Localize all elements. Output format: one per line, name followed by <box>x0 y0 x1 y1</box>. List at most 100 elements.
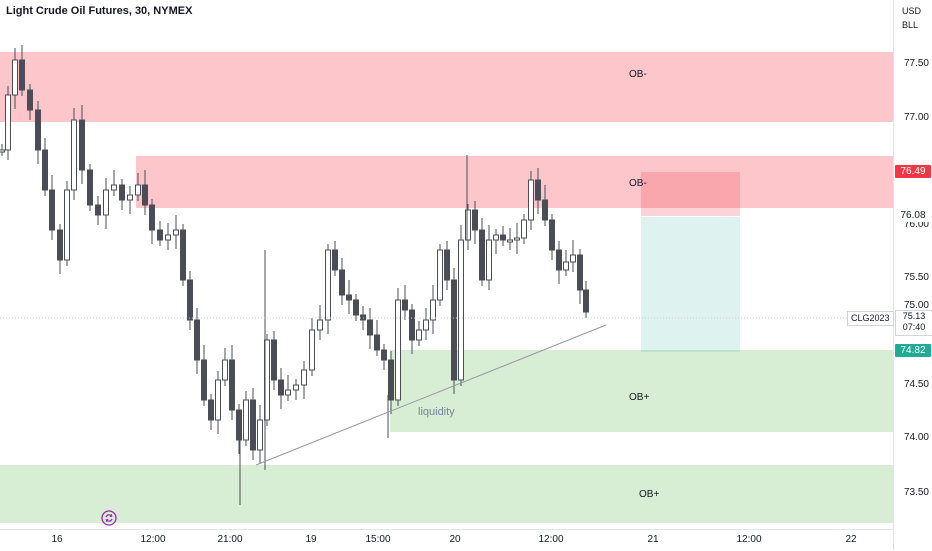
candle-body <box>127 194 133 201</box>
price-tick: 74.50 <box>903 379 929 390</box>
ob-minus-mid-label: OB- <box>629 178 647 189</box>
candle-body <box>257 419 263 451</box>
ob-plus-mid-label: OB+ <box>629 392 650 403</box>
price-tick: 77.00 <box>903 112 929 123</box>
trendline <box>255 324 607 466</box>
symbol-tag: CLG2023 <box>847 311 894 326</box>
time-tick: 21 <box>647 534 659 545</box>
time-tick: 19 <box>305 534 317 545</box>
chart-area[interactable]: OB- OB- OB+ OB+ liquidity Light Crude Oi… <box>0 0 893 529</box>
candle-body <box>222 359 228 381</box>
ob-plus-bottom-label: OB+ <box>639 489 660 500</box>
candle-body <box>507 239 513 243</box>
target-price-tag: 74.82 <box>895 344 931 357</box>
time-tick: 12:00 <box>736 534 762 545</box>
time-tick: 22 <box>845 534 857 545</box>
ob-minus-top-zone[interactable] <box>0 52 893 122</box>
candle-body <box>493 234 499 241</box>
liquidity-label: liquidity <box>418 406 455 418</box>
price-axis[interactable]: USD BLL 77.50 77.00 76.00 75.50 75.00 74… <box>847 0 932 550</box>
candle-body <box>27 89 33 111</box>
ob-minus-mid-zone[interactable] <box>136 156 893 208</box>
candle-body <box>57 229 63 261</box>
candle-body <box>271 339 277 381</box>
candle-body <box>208 399 214 421</box>
candle-body <box>35 109 41 151</box>
time-tick: 12:00 <box>140 534 166 545</box>
candle-body <box>444 249 450 281</box>
entry-price-tag: 76.08 <box>895 209 931 222</box>
time-tick: 16 <box>51 534 63 545</box>
price-tick: 73.50 <box>903 487 929 498</box>
current-price: 75.13 <box>902 311 926 321</box>
candle-body <box>5 94 11 151</box>
price-tick: 77.50 <box>903 58 929 69</box>
replay-icon[interactable] <box>101 510 117 526</box>
candle-body <box>215 379 221 421</box>
candle-body <box>201 359 207 401</box>
chart-title: Light Crude Oil Futures, 30, NYMEX <box>6 5 193 17</box>
candle-body <box>346 294 352 301</box>
time-tick: 20 <box>449 534 461 545</box>
candle-body <box>95 204 101 216</box>
position-target-zone[interactable] <box>641 216 740 352</box>
time-tick: 21:00 <box>217 534 243 545</box>
candle-body <box>194 319 200 361</box>
candle-body <box>293 384 299 391</box>
candle-body <box>367 319 373 336</box>
candle-body <box>157 229 163 241</box>
ob-plus-mid-zone[interactable] <box>390 350 893 432</box>
candle-body <box>549 219 555 251</box>
candle-body <box>79 119 85 171</box>
time-axis[interactable]: 16 12:00 21:00 19 15:00 20 12:00 21 12:0… <box>0 529 893 551</box>
current-price-tag: 75.13 07:40 <box>895 310 932 336</box>
candle-body <box>430 299 436 321</box>
candle-body <box>583 289 589 313</box>
candle-body <box>49 189 55 231</box>
ob-plus-bottom-zone[interactable] <box>0 465 893 523</box>
candle-body <box>111 184 117 191</box>
candle-body <box>521 219 527 239</box>
candle-body <box>395 299 401 401</box>
candle-body <box>285 389 291 396</box>
candle-body <box>381 349 387 361</box>
stop-price-tag: 76.49 <box>895 165 931 178</box>
candle-body <box>528 179 534 221</box>
candle-body <box>374 334 380 351</box>
candle-body <box>278 379 284 396</box>
candle-body <box>187 279 193 321</box>
time-tick: 15:00 <box>365 534 391 545</box>
ob-minus-top-label: OB- <box>629 69 647 80</box>
candle-body <box>535 179 541 201</box>
price-tick: 75.00 <box>903 300 929 311</box>
price-candles <box>0 45 893 505</box>
candle-body <box>301 369 307 386</box>
candle-body <box>173 229 179 236</box>
position-stop-zone[interactable] <box>641 172 740 216</box>
candle-body <box>165 234 171 241</box>
candle-body <box>19 59 25 91</box>
candle-body <box>180 229 186 281</box>
price-tick: 74.00 <box>903 432 929 443</box>
candle-body <box>325 249 331 321</box>
candle-body <box>142 184 148 206</box>
candle-body <box>71 119 77 191</box>
time-tick: 12:00 <box>538 534 564 545</box>
price-tick: 75.50 <box>903 272 929 283</box>
unit-label: BLL <box>902 20 919 30</box>
price-tick: 76.00 <box>903 219 929 230</box>
candle-body <box>570 254 576 263</box>
candle-body <box>250 399 256 451</box>
candle-body <box>317 319 323 331</box>
candle-body <box>451 279 457 381</box>
candle-body <box>388 359 394 401</box>
candle-body <box>486 239 492 281</box>
candle-body <box>353 299 359 316</box>
candle-body <box>563 261 569 271</box>
candle-body <box>542 199 548 221</box>
candle-body <box>339 269 345 296</box>
candle-body <box>12 59 18 96</box>
candle-body <box>556 249 562 271</box>
candle-body <box>514 237 520 241</box>
candle-body <box>0 149 5 153</box>
